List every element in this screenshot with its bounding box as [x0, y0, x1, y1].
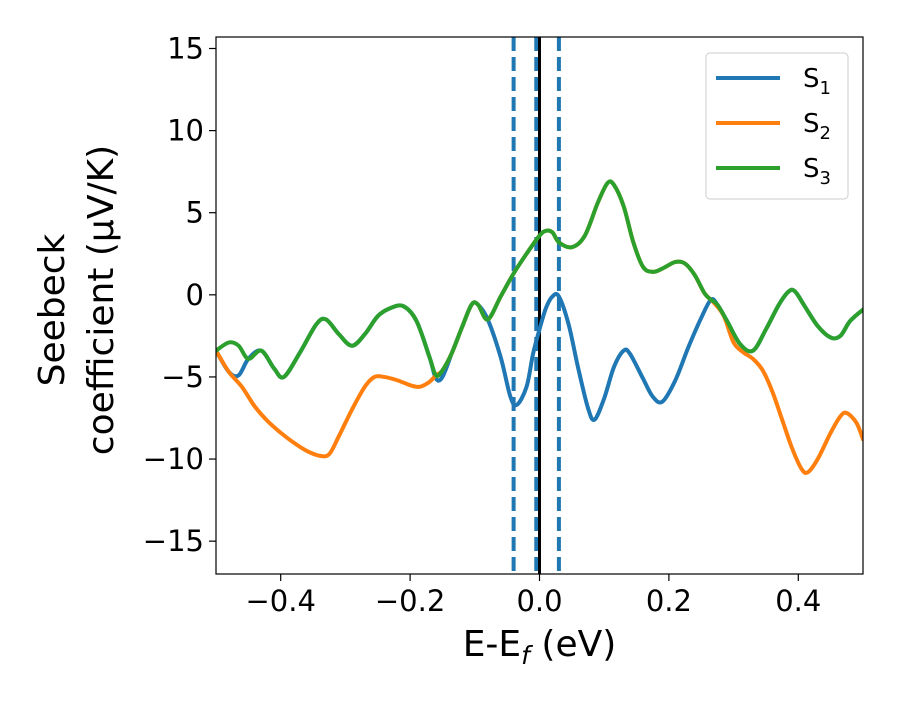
- legend-label-s2: S2: [803, 109, 831, 144]
- series-line-s3: [216, 179, 863, 380]
- x-tick-label: 0.2: [646, 584, 692, 618]
- legend-box: [705, 52, 849, 200]
- y-tick-label: −10: [143, 442, 204, 476]
- y-tick-label: 0: [186, 278, 204, 312]
- x-tick-label: 0.0: [516, 584, 562, 618]
- series-lines: [216, 179, 863, 475]
- reference-lines: [511, 37, 561, 574]
- y-tick-label: 15: [167, 31, 204, 65]
- x-tick-label: −0.2: [375, 584, 445, 618]
- legend-label-s1: S1: [803, 64, 831, 99]
- y-tick-label: −15: [143, 524, 204, 558]
- x-axis-label: E-Ef (eV): [463, 624, 617, 670]
- legend: S1 S2 S3: [705, 52, 849, 200]
- y-axis-label-line2: coefficient (μV/K): [81, 145, 122, 455]
- x-tick-label: 0.4: [775, 584, 821, 618]
- y-tick-label: 10: [167, 114, 204, 148]
- y-tick-label: −5: [161, 360, 204, 394]
- y-axis-label-line1: Seebeck: [32, 233, 73, 386]
- x-tick-label: −0.4: [245, 584, 315, 618]
- legend-label-s3: S3: [803, 154, 831, 189]
- axis-ticks: −0.4 −0.2 0.0 0.2 0.4 15 10 5 0 −5 −10 −15: [143, 31, 822, 618]
- y-tick-label: 5: [186, 196, 204, 230]
